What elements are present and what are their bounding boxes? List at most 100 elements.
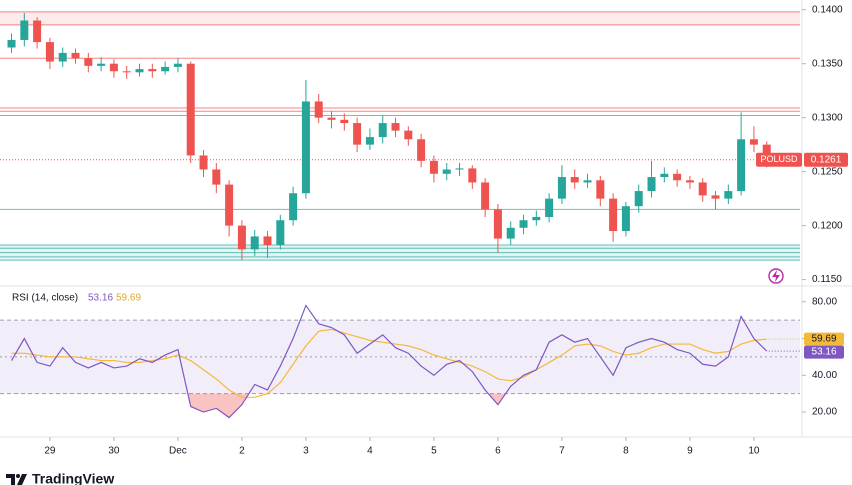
candle-body [391,123,400,131]
x-tick-label: 2 [239,446,245,457]
candle-body [301,101,310,194]
candle-body [429,160,438,174]
price-zone [0,11,800,25]
candle-body [404,130,413,140]
brand-name: TradingView [32,471,114,485]
x-tick-label: 10 [748,446,760,457]
candle-body [647,177,656,192]
candle-body [468,168,477,183]
rsi-ma-value: 59.69 [116,293,141,304]
candle-body [378,123,387,138]
last-price-tag [804,152,848,167]
candle-body [737,139,746,192]
brand-logo: TradingView [6,471,114,485]
candle-body [506,227,515,239]
candle-body [327,117,336,120]
x-tick-label: 3 [303,446,309,457]
plot-area [0,11,800,419]
x-tick-label: 5 [431,446,437,457]
candle-body [660,173,669,178]
symbol-tag [756,152,802,167]
candle-body [455,168,464,170]
candle-body [289,193,298,221]
candle-body [250,236,259,250]
candle-body [711,195,720,199]
rsi-title: RSI (14, close) [12,293,78,304]
oversold-fill [187,393,506,418]
candle-body [161,66,170,72]
candle-body [353,123,362,145]
y-tick-label: 0.1300 [812,112,843,123]
candle-body [148,69,157,72]
candle-body [724,191,733,199]
candle-body [263,236,272,246]
candle-body [186,63,195,156]
candle-body [237,225,246,250]
alert-icon [768,268,784,284]
candle-body [621,206,630,232]
y-tick-label: 0.1200 [812,220,843,231]
last-value-tag [804,345,844,359]
candle-body [97,63,106,66]
candle-body [634,191,643,207]
y-tick-label: 0.1400 [812,4,843,15]
candle-body [45,42,54,62]
candle-body [749,139,758,145]
y-tick-label: 80.00 [812,296,837,307]
rsi-line [11,328,767,398]
x-tick-label: 4 [367,446,373,457]
x-tick-label: 7 [559,446,565,457]
candle-body [276,220,285,246]
candle-body [762,144,771,160]
candle-body [173,63,182,67]
candle-body [481,182,490,210]
candle-body [84,58,93,66]
candle-body [365,137,374,145]
candle-body [135,69,144,73]
candle-body [570,177,579,183]
candle-body [33,20,42,43]
y-tick-label: 40.00 [812,370,837,381]
candle-body [698,182,707,196]
last-value-label: 59.69 [811,334,836,345]
candle-body [20,20,29,40]
last-price-label: 0.1261 [811,154,842,165]
candle-body [609,198,618,232]
x-tick-label: 8 [623,446,629,457]
candle-body [685,180,694,183]
candle-body [519,220,528,228]
candle-body [212,169,221,185]
candle-body [225,184,234,226]
candle-body [442,169,451,174]
x-tick-label: 6 [495,446,501,457]
y-tick-label: 0.1350 [812,58,843,69]
candle-body [314,101,323,118]
candle-body [7,39,16,48]
candle-body [583,180,592,183]
y-tick-label: 0.1150 [812,274,842,285]
candle-body [557,177,566,199]
y-tick-label: 20.00 [812,407,837,418]
candle-body [532,216,541,221]
x-tick-label: 29 [44,446,56,457]
candle-body [673,173,682,181]
candle-body [493,209,502,239]
x-tick-label: Dec [169,446,187,457]
x-tick-label: 30 [108,446,120,457]
last-value-tag [804,332,844,346]
x-tick-label: 9 [687,446,693,457]
rsi-value: 53.16 [88,293,113,304]
last-value-label: 53.16 [811,347,836,358]
symbol-label: POLUSD [760,154,798,164]
candle-body [122,71,131,73]
candle-body [71,52,80,59]
candle-body [340,119,349,124]
candle-body [545,198,554,217]
candle-body [596,180,605,199]
candle-body [58,52,67,62]
candle-body [109,63,118,72]
y-tick-label: 0.1250 [812,166,843,177]
candle-body [199,155,208,170]
rsi-line [11,304,768,419]
